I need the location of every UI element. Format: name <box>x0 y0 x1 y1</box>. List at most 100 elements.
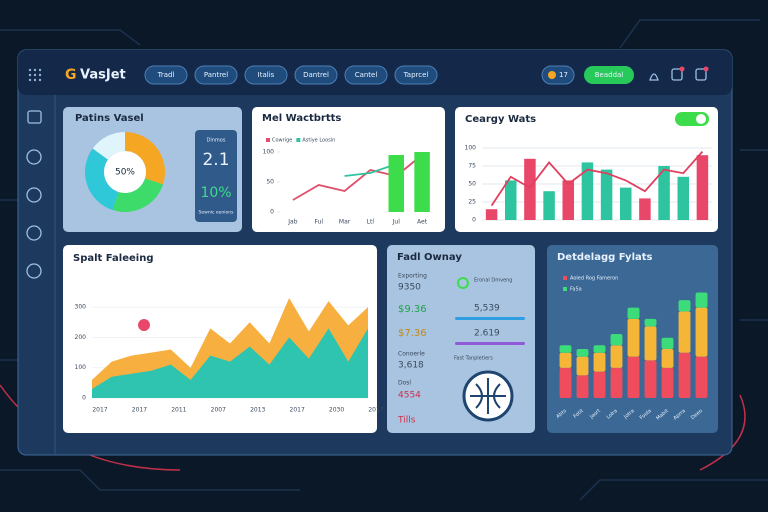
bar-segment <box>644 326 657 361</box>
globe-lines <box>470 378 506 414</box>
summary-right: 2.619 <box>474 329 500 339</box>
nav-label: Dantrel <box>303 71 329 79</box>
bar-segment <box>559 352 572 368</box>
bar-segment <box>627 356 640 398</box>
legend-label: Aoled Rog Fameron <box>570 276 618 282</box>
bar-segment <box>678 311 691 353</box>
donut-slice <box>84 148 119 211</box>
side-card-note: Sewnic eenions <box>199 210 235 216</box>
panel-title: Detdelagg Fylats <box>557 252 653 263</box>
summary-item: $9.36 <box>398 304 427 315</box>
bar-segment <box>576 375 589 398</box>
bar <box>414 152 430 212</box>
nav-item[interactable] <box>144 65 188 85</box>
nav-item[interactable] <box>394 65 438 85</box>
legend-swatch <box>296 138 301 142</box>
bar-segment <box>627 318 640 357</box>
badge-text: 17 <box>559 71 568 79</box>
y-tick-label: 100 <box>465 145 477 152</box>
panel-title: Fadl Ownay <box>397 252 462 263</box>
legend-label: Astiye Loosin <box>302 138 335 144</box>
nav-label: Cantel <box>355 71 378 79</box>
y-tick-label: 50 <box>468 181 476 188</box>
bar-segment <box>644 318 657 327</box>
bar <box>562 180 574 220</box>
logo-icon: G <box>65 67 77 83</box>
bar-segment <box>593 352 606 372</box>
x-tick-label: 2013 <box>250 407 265 414</box>
y-tick-label: 200 <box>75 334 87 341</box>
x-tick-label: 2007 <box>211 407 226 414</box>
progress-bar <box>455 317 525 320</box>
x-tick-label: Ful <box>314 219 323 226</box>
bar <box>696 155 709 220</box>
bar-segment <box>627 307 640 319</box>
nav-item[interactable] <box>244 65 288 85</box>
y-tick-label: 0 <box>270 209 274 216</box>
summary-icon <box>457 277 469 289</box>
y-tick-label: 100 <box>263 149 275 156</box>
donut-hole <box>104 151 146 193</box>
donut-slice <box>92 132 125 160</box>
x-tick-label: Jul <box>392 219 401 226</box>
legend-swatch <box>563 276 567 280</box>
nav-label: Taprcel <box>403 71 429 79</box>
bar-segment <box>610 345 623 368</box>
bar <box>600 169 613 220</box>
x-tick-label: 2017 <box>290 407 305 414</box>
bar-segment <box>559 345 572 353</box>
y-tick-label: 25 <box>468 199 476 206</box>
menu-icon[interactable] <box>28 68 42 82</box>
y-tick-label: 50 <box>266 179 274 186</box>
bar <box>485 209 498 220</box>
y-tick-label: 100 <box>75 364 87 371</box>
nav-label: Pantrel <box>204 71 228 79</box>
nav-item[interactable] <box>194 65 238 85</box>
progress-bar <box>455 342 525 345</box>
bar <box>677 176 689 220</box>
bar <box>620 187 632 220</box>
nav-item[interactable] <box>344 65 388 85</box>
center-label: 50% <box>115 168 135 178</box>
bar-segment <box>593 371 606 398</box>
y-tick-label: 75 <box>468 163 476 170</box>
bar <box>505 180 517 220</box>
summary-item: Tills <box>397 416 416 426</box>
alert-dot <box>703 66 709 72</box>
summary-right: 5,539 <box>474 304 500 314</box>
side-card <box>195 130 237 222</box>
globe-label: Fast Tanpletiers <box>454 356 493 362</box>
header-button[interactable] <box>584 66 634 84</box>
panel-title: Ceargy Wats <box>465 114 536 125</box>
legend-swatch <box>266 138 270 142</box>
side-card-value: 2.1 <box>202 150 229 170</box>
panel-title: Spalt Faleeing <box>73 253 154 264</box>
summary-item: Exporting <box>398 273 427 280</box>
x-tick-label: Fotit <box>572 408 584 420</box>
x-tick-label: 2017 <box>368 407 383 414</box>
legend-label: Cowrige <box>272 138 292 144</box>
header-button-text: Beaddal <box>595 71 624 79</box>
badge[interactable] <box>541 65 575 85</box>
x-tick-label: Jab <box>287 219 297 226</box>
nav-item[interactable] <box>294 65 338 85</box>
y-tick-label: 300 <box>75 304 87 311</box>
y-tick-label: 0 <box>472 217 476 224</box>
bar-segment <box>610 333 623 346</box>
bar <box>388 155 404 212</box>
x-tick-label: 2017 <box>132 407 147 414</box>
bar <box>543 191 555 220</box>
summary-item: 9350 <box>398 283 421 293</box>
bar <box>658 166 670 220</box>
x-tick-label: Ltl <box>367 219 375 226</box>
bar-segment <box>661 349 674 368</box>
logo: VasJet <box>80 68 126 83</box>
sidebar-icons[interactable] <box>26 110 42 279</box>
nav-label: Tradl <box>157 71 175 79</box>
bar-segment <box>576 349 589 357</box>
bar-segment <box>644 360 657 398</box>
header-icons[interactable] <box>649 68 707 81</box>
nav-label: Italis <box>258 71 275 79</box>
bar-segment <box>576 356 589 376</box>
